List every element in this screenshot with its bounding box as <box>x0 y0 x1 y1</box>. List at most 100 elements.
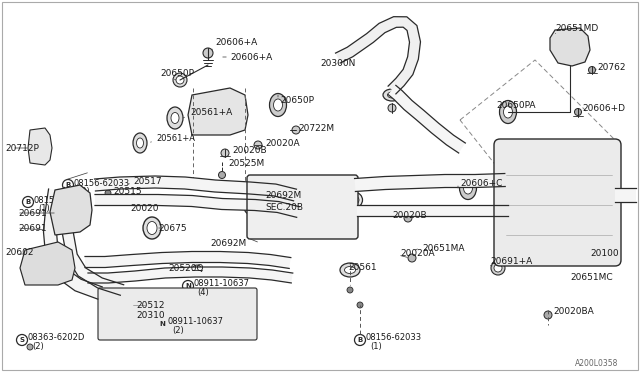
Polygon shape <box>44 189 102 299</box>
Text: 20691: 20691 <box>18 208 47 218</box>
Text: 08911-10637: 08911-10637 <box>168 317 224 327</box>
Ellipse shape <box>143 217 161 239</box>
Text: (1): (1) <box>370 341 381 350</box>
Text: 20020B: 20020B <box>232 145 267 154</box>
Ellipse shape <box>167 107 183 129</box>
Circle shape <box>192 265 202 275</box>
Ellipse shape <box>344 266 355 273</box>
Circle shape <box>182 280 193 292</box>
Circle shape <box>544 311 552 319</box>
Circle shape <box>563 41 577 55</box>
Ellipse shape <box>504 106 513 118</box>
Polygon shape <box>550 28 590 66</box>
Text: 20517: 20517 <box>133 176 162 186</box>
Text: 20561+A: 20561+A <box>190 108 232 116</box>
Circle shape <box>105 190 111 196</box>
Circle shape <box>173 73 187 87</box>
Ellipse shape <box>248 203 256 211</box>
Circle shape <box>127 180 133 186</box>
Polygon shape <box>95 195 300 217</box>
Text: 08363-6202D: 08363-6202D <box>28 334 85 343</box>
Polygon shape <box>95 176 296 201</box>
Circle shape <box>61 211 69 219</box>
Polygon shape <box>20 242 75 285</box>
Text: 20602: 20602 <box>5 247 33 257</box>
Text: 20675: 20675 <box>158 224 187 232</box>
Text: B: B <box>26 199 31 205</box>
Text: (1): (1) <box>38 203 50 212</box>
Ellipse shape <box>340 263 360 277</box>
Circle shape <box>575 109 582 115</box>
Text: 08911-10637: 08911-10637 <box>194 279 250 289</box>
Ellipse shape <box>351 196 359 204</box>
Ellipse shape <box>136 138 143 148</box>
Circle shape <box>347 287 353 293</box>
Text: 20100: 20100 <box>590 248 619 257</box>
Text: 20020A: 20020A <box>265 138 300 148</box>
Polygon shape <box>615 188 636 202</box>
Text: N: N <box>159 321 165 327</box>
Ellipse shape <box>499 100 516 124</box>
Circle shape <box>408 254 416 262</box>
Circle shape <box>22 196 33 208</box>
FancyBboxPatch shape <box>494 139 621 266</box>
Text: (4): (4) <box>197 288 209 296</box>
Text: 20712P: 20712P <box>5 144 39 153</box>
Text: A200L0358: A200L0358 <box>575 359 618 368</box>
Text: 20762: 20762 <box>597 62 625 71</box>
Text: 20651MA: 20651MA <box>422 244 465 253</box>
Circle shape <box>357 302 363 308</box>
Circle shape <box>566 44 574 52</box>
Ellipse shape <box>387 92 397 98</box>
FancyBboxPatch shape <box>98 288 257 340</box>
Text: 20692M: 20692M <box>265 190 301 199</box>
Text: 08156-8351F: 08156-8351F <box>34 196 90 205</box>
Text: 20650P: 20650P <box>280 96 314 105</box>
Circle shape <box>494 264 502 272</box>
Polygon shape <box>50 185 92 235</box>
Circle shape <box>491 261 505 275</box>
Text: 20691: 20691 <box>18 224 47 232</box>
Circle shape <box>203 48 213 58</box>
Polygon shape <box>335 17 420 94</box>
Polygon shape <box>88 267 292 283</box>
Text: (2): (2) <box>32 341 44 350</box>
Ellipse shape <box>463 182 472 194</box>
Text: 20520Q: 20520Q <box>168 263 204 273</box>
Ellipse shape <box>460 176 477 199</box>
Text: 20606+D: 20606+D <box>582 103 625 112</box>
Text: 20606+A: 20606+A <box>215 38 257 46</box>
Ellipse shape <box>383 89 401 101</box>
Text: 20606+C: 20606+C <box>460 179 502 187</box>
Circle shape <box>17 334 28 346</box>
Text: 20561: 20561 <box>348 263 376 273</box>
Polygon shape <box>388 86 465 153</box>
Ellipse shape <box>171 112 179 124</box>
Text: 20525M: 20525M <box>228 158 264 167</box>
Text: 20722M: 20722M <box>298 124 334 132</box>
FancyBboxPatch shape <box>247 175 358 239</box>
Polygon shape <box>63 187 124 295</box>
Text: 20515: 20515 <box>113 186 141 196</box>
Ellipse shape <box>348 192 362 208</box>
Ellipse shape <box>133 133 147 153</box>
Circle shape <box>35 143 45 153</box>
Circle shape <box>589 67 595 74</box>
Text: (2): (2) <box>78 186 90 196</box>
Text: 20691+A: 20691+A <box>490 257 532 266</box>
Circle shape <box>221 149 229 157</box>
Circle shape <box>40 261 54 275</box>
Text: 20020A: 20020A <box>400 248 435 257</box>
Text: 20561+A: 20561+A <box>156 134 195 142</box>
Text: 20650PA: 20650PA <box>496 100 536 109</box>
Text: 20606+A: 20606+A <box>230 52 272 61</box>
Text: (2): (2) <box>172 326 184 334</box>
Polygon shape <box>188 88 248 135</box>
Text: 20300N: 20300N <box>320 58 355 67</box>
Circle shape <box>157 318 168 330</box>
Polygon shape <box>355 173 505 192</box>
Text: 20651MC: 20651MC <box>570 273 612 282</box>
Text: 20310: 20310 <box>136 311 164 320</box>
Circle shape <box>292 126 300 134</box>
Text: 20692M: 20692M <box>210 238 246 247</box>
